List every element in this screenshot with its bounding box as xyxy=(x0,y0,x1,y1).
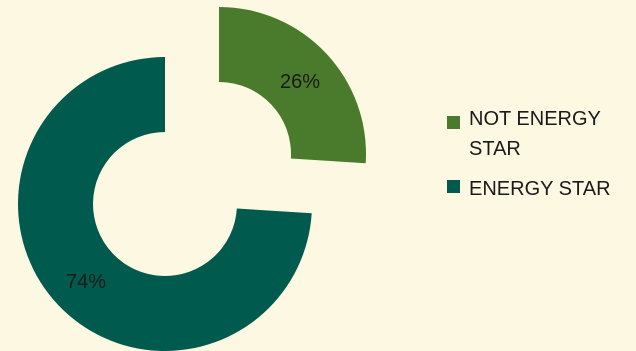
legend-swatch-not-energy-star xyxy=(447,116,460,129)
legend-swatch-energy-star xyxy=(447,180,460,193)
legend-item-energy-star: ENERGY STAR xyxy=(447,174,627,204)
donut-chart: 26% 74% xyxy=(18,7,366,351)
donut-slice-not-energy-star xyxy=(219,7,366,164)
data-label-energy-star: 74% xyxy=(66,271,106,293)
data-label-not-energy-star: 26% xyxy=(280,71,320,93)
legend: NOT ENERGY STAR ENERGY STAR xyxy=(447,108,627,214)
legend-label-energy-star: ENERGY STAR xyxy=(469,178,611,200)
donut-slice-energy-star xyxy=(18,57,312,351)
legend-label-not-energy-star: NOT ENERGY STAR xyxy=(469,108,601,160)
legend-item-not-energy-star: NOT ENERGY STAR xyxy=(447,108,627,164)
